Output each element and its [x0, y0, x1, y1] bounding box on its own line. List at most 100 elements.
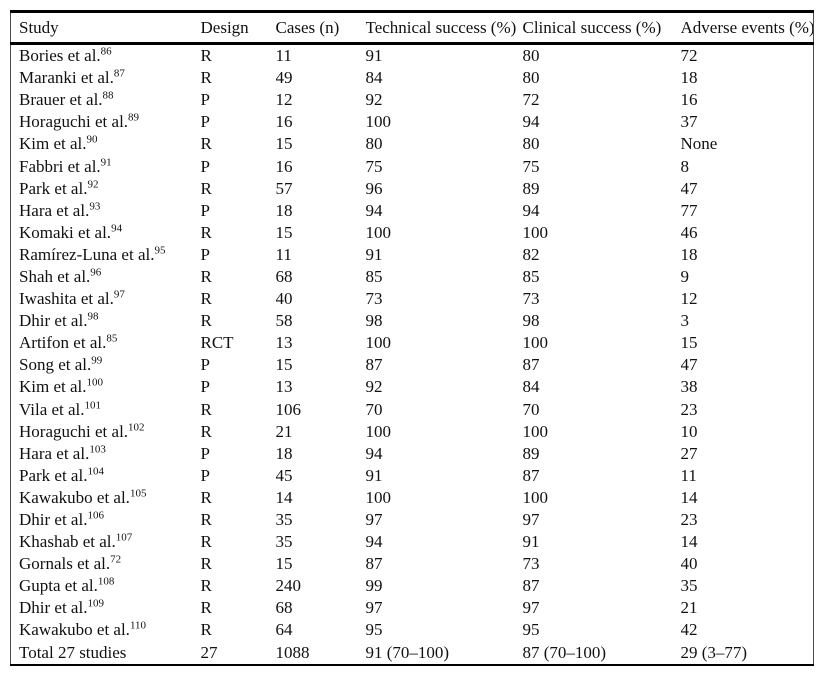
clinical-success-cell: 95 — [522, 620, 540, 640]
design-cell: P — [200, 200, 210, 220]
reference-superscript: 90 — [86, 133, 98, 146]
technical-success-cell: 73 — [365, 289, 383, 309]
reference-superscript: 86 — [100, 45, 112, 58]
study-name: Ramírez-Luna et al. — [19, 244, 155, 264]
reference-superscript: 93 — [89, 200, 101, 213]
reference-superscript: 94 — [111, 222, 123, 235]
technical-success-cell: 80 — [365, 134, 383, 154]
clinical-success-cell: 80 — [522, 46, 540, 66]
adverse-events-cell: 27 — [680, 443, 698, 463]
design-cell: R — [200, 68, 212, 88]
adverse-events-cell: 10 — [680, 421, 698, 441]
table-row: Hara et al.103 P 18 94 89 27 — [11, 443, 814, 465]
adverse-events-cell: 9 — [680, 266, 690, 286]
study-name: Kawakubo et al. — [19, 620, 130, 640]
cases-cell: 240 — [275, 576, 302, 596]
technical-success-cell: 75 — [365, 156, 383, 176]
cases-cell: 45 — [275, 465, 293, 485]
cases-cell: 13 — [275, 333, 293, 353]
study-name: Dhir et al. — [19, 510, 88, 530]
cases-cell: 12 — [275, 90, 293, 110]
cases-cell: 15 — [275, 355, 293, 375]
reference-superscript: 103 — [89, 443, 106, 456]
cases-cell: 58 — [275, 311, 293, 331]
study-cell: Brauer et al.88 — [11, 89, 201, 111]
adverse-events-cell: 23 — [680, 399, 698, 419]
column-header-adverse-events: Adverse events (%) — [680, 11, 814, 45]
table-row: Gupta et al.108 R 240 99 87 35 — [11, 575, 814, 597]
reference-superscript: 72 — [110, 553, 122, 566]
adverse-events-cell: 42 — [680, 620, 698, 640]
technical-success-cell: 99 — [365, 576, 383, 596]
study-name: Dhir et al. — [19, 598, 88, 618]
clinical-success-cell: 80 — [522, 68, 540, 88]
clinical-success-cell: 100 — [522, 333, 549, 353]
study-name: Komaki et al. — [19, 222, 112, 242]
table-row: Ramírez-Luna et al.95 P 11 91 82 18 — [11, 244, 814, 266]
clinical-success-cell: 94 — [522, 200, 540, 220]
clinical-success-cell: 84 — [522, 377, 540, 397]
table-row: Kawakubo et al.105 R 14 100 100 14 — [11, 487, 814, 509]
technical-success-cell: 91 — [365, 46, 383, 66]
cases-cell: 57 — [275, 178, 293, 198]
study-name: Khashab et al. — [19, 532, 116, 552]
reference-superscript: 100 — [86, 376, 104, 389]
study-cell: Kim et al.90 — [11, 133, 201, 155]
design-cell: R — [200, 576, 212, 596]
cases-cell: 11 — [275, 244, 292, 264]
table-row: Hara et al.93 P 18 94 94 77 — [11, 200, 814, 222]
table-row: Horaguchi et al.89 P 16 100 94 37 — [11, 111, 814, 133]
technical-success-cell: 100 — [365, 421, 392, 441]
study-name: Gupta et al. — [19, 576, 98, 596]
cases-cell: 68 — [275, 598, 293, 618]
study-cell: Ramírez-Luna et al.95 — [11, 244, 201, 266]
table-row: Komaki et al.94 R 15 100 100 46 — [11, 222, 814, 244]
study-cell: Shah et al.96 — [11, 266, 201, 288]
adverse-events-cell: None — [680, 134, 718, 154]
technical-success-cell: 100 — [365, 112, 392, 132]
column-header-technical-success: Technical success (%) — [365, 11, 523, 45]
technical-success-cell: 85 — [365, 266, 383, 286]
table-row: Iwashita et al.97 R 40 73 73 12 — [11, 288, 814, 310]
study-name: Kawakubo et al. — [19, 487, 130, 507]
study-cell: Park et al.92 — [11, 178, 201, 200]
study-cell: Horaguchi et al.89 — [11, 111, 201, 133]
table-row: Maranki et al.87 R 49 84 80 18 — [11, 67, 814, 89]
study-cell: Gupta et al.108 — [11, 575, 201, 597]
table-row: Kawakubo et al.110 R 64 95 95 42 — [11, 619, 814, 641]
clinical-success-cell: 80 — [522, 134, 540, 154]
reference-superscript: 89 — [128, 111, 140, 124]
study-name: Fabbri et al. — [19, 156, 101, 176]
adverse-events-cell: 8 — [680, 156, 690, 176]
adverse-events-cell: 47 — [680, 355, 698, 375]
study-cell: Kim et al.100 — [11, 376, 201, 398]
table-row: Brauer et al.88 P 12 92 72 16 — [11, 89, 814, 111]
study-cell: Maranki et al.87 — [11, 67, 201, 89]
cases-cell: 1088 — [275, 642, 310, 662]
study-cell: Iwashita et al.97 — [11, 288, 201, 310]
clinical-success-cell: 98 — [522, 311, 540, 331]
cases-cell: 14 — [275, 487, 293, 507]
table-row: Khashab et al.107 R 35 94 91 14 — [11, 531, 814, 553]
technical-success-cell: 98 — [365, 311, 383, 331]
cases-cell: 64 — [275, 620, 293, 640]
clinical-success-cell: 97 — [522, 598, 540, 618]
table-row: Park et al.104 P 45 91 87 11 — [11, 465, 814, 487]
design-cell: R — [200, 289, 212, 309]
technical-success-cell: 92 — [365, 377, 383, 397]
study-cell: Hara et al.93 — [11, 200, 201, 222]
adverse-events-cell: 29 (3–77) — [680, 642, 748, 662]
cases-cell: 35 — [275, 510, 293, 530]
column-header-cases: Cases (n) — [275, 11, 366, 45]
clinical-success-cell: 89 — [522, 443, 540, 463]
technical-success-cell: 87 — [365, 355, 383, 375]
study-name: Shah et al. — [19, 266, 91, 286]
adverse-events-cell: 40 — [680, 554, 698, 574]
design-cell: RCT — [200, 333, 234, 353]
cases-cell: 106 — [275, 399, 302, 419]
adverse-events-cell: 18 — [680, 244, 698, 264]
study-cell: Bories et al.86 — [11, 44, 201, 68]
reference-superscript: 87 — [113, 67, 125, 80]
reference-superscript: 91 — [100, 155, 112, 168]
